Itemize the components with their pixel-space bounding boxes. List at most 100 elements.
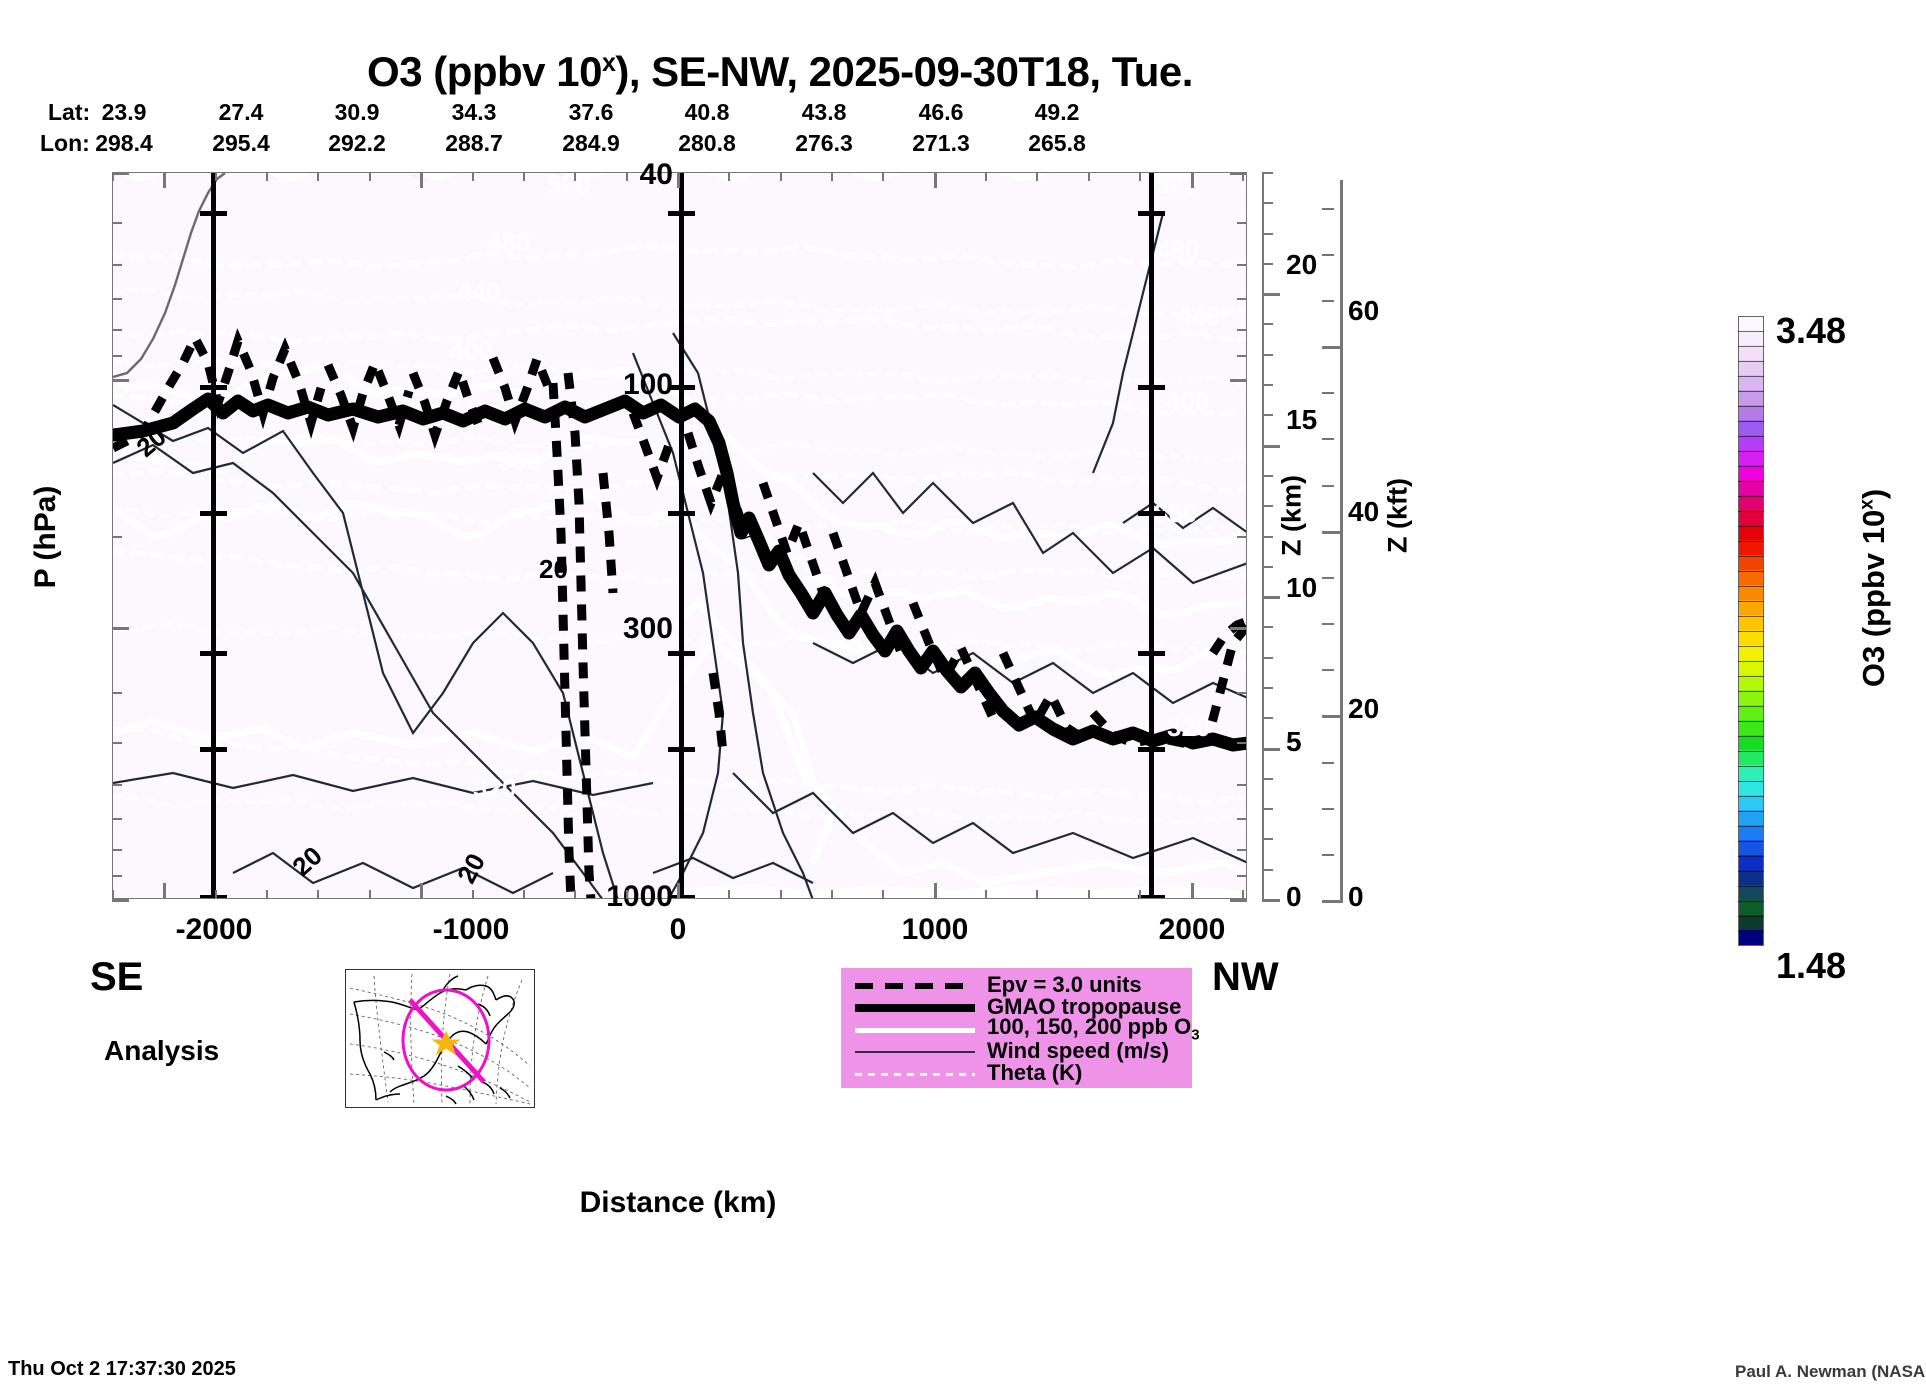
theta-contour-swatch-icon bbox=[855, 1062, 975, 1084]
nw-direction-label: NW bbox=[1212, 955, 1279, 999]
colorbar-tick bbox=[1738, 436, 1764, 437]
z-kft-tick-label: 60 bbox=[1348, 295, 1380, 326]
z-kft-minor-tick bbox=[1322, 853, 1334, 856]
y-axis-tick-label: 100 bbox=[622, 368, 673, 401]
z-kft-minor-tick bbox=[1322, 761, 1334, 764]
gmao-tropopause-line bbox=[113, 392, 1246, 752]
x-axis-minor-tick bbox=[574, 890, 577, 899]
transect-marker-tick bbox=[1138, 385, 1165, 390]
epv-contour bbox=[998, 651, 1086, 742]
theta-label: 320 bbox=[473, 773, 517, 803]
longitude-row-label: Lon: bbox=[40, 130, 90, 156]
epv-contour bbox=[683, 431, 752, 540]
y-axis-minor-tick bbox=[1237, 328, 1247, 331]
cross-section-plot[interactable]: 520 520 480 480 440 440 400 400 360 360 … bbox=[112, 172, 1247, 899]
y-axis-major-tick bbox=[1230, 627, 1247, 631]
colorbar-tick bbox=[1738, 616, 1764, 617]
y-axis-major-tick bbox=[112, 627, 129, 631]
chart-title-pre: O3 (ppbv 10 bbox=[367, 48, 602, 95]
legend-item: Epv = 3.0 units bbox=[841, 972, 1192, 997]
y-axis-tick-label: 40 bbox=[639, 158, 673, 191]
longitude-value: 295.4 bbox=[212, 130, 270, 156]
colorbar-tick bbox=[1738, 751, 1764, 752]
legend-item: Theta (K) bbox=[841, 1060, 1192, 1085]
y-axis-minor-tick bbox=[112, 328, 122, 331]
colorbar-tick bbox=[1738, 661, 1764, 662]
colorbar[interactable] bbox=[1738, 316, 1764, 946]
longitude-value: 271.3 bbox=[912, 130, 970, 156]
theta-label: 320 bbox=[1167, 712, 1211, 742]
x-axis-minor-tick bbox=[266, 890, 269, 899]
colorbar-tick bbox=[1738, 391, 1764, 392]
z-kft-minor-tick bbox=[1322, 438, 1334, 441]
x-axis-tick-label: 2000 bbox=[1158, 913, 1226, 946]
theta-contour bbox=[113, 315, 1246, 345]
z-kft-minor-tick bbox=[1322, 253, 1334, 256]
transect-marker-tick bbox=[668, 385, 695, 390]
transect-marker-tick bbox=[668, 651, 695, 656]
z-kft-minor-tick bbox=[1322, 576, 1334, 579]
x-axis-minor-tick bbox=[1139, 172, 1142, 181]
x-axis-minor-tick bbox=[985, 890, 988, 899]
se-direction-label: SE bbox=[90, 955, 144, 999]
x-axis-major-tick bbox=[933, 172, 937, 188]
z-km-minor-tick bbox=[1262, 777, 1273, 780]
colorbar-tick bbox=[1738, 361, 1764, 362]
x-axis-minor-tick bbox=[1139, 890, 1142, 899]
latitude-value: 43.8 bbox=[801, 99, 847, 125]
wind-speed-contour bbox=[113, 404, 619, 898]
colorbar-tick bbox=[1738, 796, 1764, 797]
y-axis-minor-tick bbox=[1237, 692, 1247, 695]
transect-marker-tick bbox=[200, 895, 227, 898]
z-km-tick-label: 0 bbox=[1286, 881, 1302, 912]
y-axis-minor-tick bbox=[112, 692, 122, 695]
z-kft-minor-tick bbox=[1322, 207, 1334, 210]
theta-label: 400 bbox=[449, 336, 493, 366]
y-axis-major-tick bbox=[112, 378, 129, 382]
author-credit: Paul A. Newman (NASA bbox=[1735, 1362, 1926, 1381]
x-axis-label: Distance (km) bbox=[579, 1186, 777, 1219]
x-axis-minor-tick bbox=[574, 172, 577, 181]
z-km-major-tick bbox=[1262, 596, 1280, 600]
z-km-minor-tick bbox=[1262, 626, 1273, 629]
latitude-value: 27.4 bbox=[218, 99, 264, 125]
y-axis-minor-tick bbox=[112, 875, 122, 878]
transect-marker-tick bbox=[1138, 651, 1165, 656]
y-axis-minor-tick bbox=[112, 222, 122, 225]
x-axis-minor-tick bbox=[471, 172, 474, 181]
epv-contour bbox=[488, 345, 554, 436]
transect-marker bbox=[679, 173, 684, 898]
range-ellipse bbox=[401, 988, 491, 1092]
latitude-axis-row: Lat: 23.9 27.4 30.9 34.3 37.6 40.8 43.8 … bbox=[0, 99, 1300, 129]
colorbar-tick bbox=[1738, 721, 1764, 722]
z-kft-minor-tick bbox=[1322, 807, 1334, 810]
y-axis-minor-tick bbox=[112, 355, 122, 358]
x-axis-minor-tick bbox=[625, 890, 628, 899]
colorbar-tick bbox=[1738, 406, 1764, 407]
legend-item: 100, 150, 200 ppb O3 bbox=[841, 1014, 1200, 1044]
z-kft-axis-label: Z (kft) bbox=[1382, 478, 1413, 553]
z-km-minor-tick bbox=[1262, 202, 1273, 205]
z-km-minor-tick bbox=[1262, 868, 1273, 871]
x-axis-major-tick bbox=[1190, 172, 1194, 188]
theta-label: 400 bbox=[1166, 386, 1210, 416]
location-inset-map[interactable] bbox=[345, 969, 535, 1108]
x-axis-major-tick bbox=[1190, 883, 1194, 899]
colorbar-tick bbox=[1738, 331, 1764, 332]
theta-label: 440 bbox=[457, 277, 501, 307]
legend-item-label: Epv = 3.0 units bbox=[987, 972, 1142, 997]
x-axis-minor-tick bbox=[728, 890, 731, 899]
colorbar-tick bbox=[1738, 826, 1764, 827]
y-axis-major-tick bbox=[112, 172, 129, 175]
colorbar-tick bbox=[1738, 931, 1764, 932]
z-km-tick-label: 5 bbox=[1286, 726, 1302, 757]
y-axis-minor-tick bbox=[112, 818, 122, 821]
z-km-minor-tick bbox=[1262, 535, 1273, 538]
legend[interactable]: Epv = 3.0 units GMAO tropopause 100, 150… bbox=[841, 968, 1200, 1088]
z-km-minor-tick bbox=[1262, 172, 1273, 174]
transect-marker-tick bbox=[200, 511, 227, 516]
y-axis-major-tick bbox=[1230, 899, 1247, 902]
transect-marker bbox=[211, 173, 216, 898]
y-axis-minor-tick bbox=[1237, 848, 1247, 851]
colorbar-tick bbox=[1738, 541, 1764, 542]
